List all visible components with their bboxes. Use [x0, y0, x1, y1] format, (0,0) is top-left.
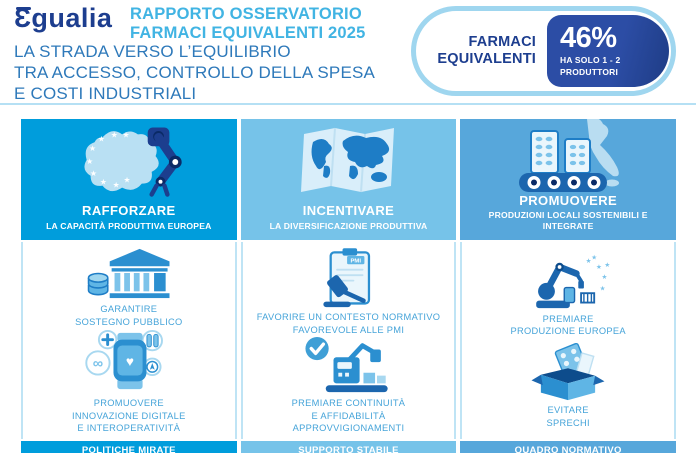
column-header-promuovere: PROMUOVERE PRODUZIONI LOCALI SOSTENIBILI… — [460, 119, 676, 240]
list-item: EVITARE SPRECHI — [523, 343, 613, 429]
item-caption: PROMUOVERE INNOVAZIONE DIGITALE E INTERO… — [72, 398, 186, 434]
column-body-incentivare: PMI FAVORIRE UN CONTESTO NORMATIVO FAVOR… — [240, 242, 457, 439]
item-caption: FAVORIRE UN CONTESTO NORMATIVO FAVOREVOL… — [256, 312, 441, 335]
list-item: ★ ★ ★ ★ ★ ★ PREMIARE PRODUZIONE — [510, 252, 625, 338]
column-subtitle: PRODUZIONI LOCALI SOSTENIBILI E INTEGRAT… — [488, 210, 648, 231]
svg-text:★: ★ — [123, 175, 130, 184]
svg-text:★: ★ — [602, 274, 608, 281]
column-footer-promuovere: QUADRO NORMATIVO COERENTE E PREVEDIBILE — [460, 440, 676, 453]
svg-text:★: ★ — [89, 144, 96, 153]
svg-text:★: ★ — [113, 180, 120, 189]
clipboard-pmi-gavel-icon: PMI — [306, 246, 390, 308]
item-caption: EVITARE SPRECHI — [546, 405, 590, 428]
stat-caption: HA SOLO 1 - 2 PRODUTTORI — [560, 55, 621, 77]
list-item: GARANTIRE SOSTEGNO PUBBLICO — [75, 246, 182, 328]
column-subtitle: LA DIVERSIFICAZIONE PRODUTTIVA — [269, 220, 428, 231]
pillars-grid: ★ ★ ★ ★ ★ ★ ★ ★ ★ RAFFORZARE LA CAPACITÀ PRODU… — [21, 119, 676, 453]
egualia-logo: Ɛgualia — [14, 3, 113, 33]
svg-text:★: ★ — [98, 134, 105, 143]
column-body-promuovere: ★ ★ ★ ★ ★ ★ PREMIARE PRODUZIONE — [460, 242, 676, 439]
open-box-blister-icon — [523, 343, 613, 401]
badge-label: FARMACI EQUIVALENTI — [437, 34, 536, 67]
column-header-incentivare: INCENTIVARE LA DIVERSIFICAZIONE PRODUTTI… — [240, 119, 457, 240]
list-item: PREMIARE CONTINUITÀ E AFFIDABILITÀ APPRO… — [292, 336, 406, 435]
svg-text:PMI: PMI — [351, 258, 362, 264]
item-caption: PREMIARE CONTINUITÀ E AFFIDABILITÀ APPRO… — [291, 398, 406, 434]
item-caption: PREMIARE PRODUZIONE EUROPEA — [510, 313, 626, 337]
report-title: RAPPORTO OSSERVATORIO FARMACI EQUIVALENT… — [130, 5, 366, 42]
column-footer-rafforzare: POLITICHE MIRATE E SELETTIVE — [21, 440, 237, 453]
conveyor-blister-italy-icon — [460, 119, 676, 194]
list-item: PMI FAVORIRE UN CONTESTO NORMATIVO FAVOR… — [257, 246, 441, 336]
column-title: INCENTIVARE — [302, 203, 395, 219]
bank-coins-icon — [83, 246, 175, 300]
svg-text:★: ★ — [586, 258, 592, 265]
world-map-icon — [241, 119, 457, 204]
svg-text:★: ★ — [86, 157, 93, 166]
column-subtitle: LA CAPACITÀ PRODUTTIVA EUROPEA — [46, 220, 212, 231]
column-title: PROMUOVERE — [519, 193, 618, 209]
svg-text:★: ★ — [111, 130, 118, 139]
factory-check-icon — [300, 336, 396, 394]
stat-value: 46% — [560, 22, 617, 55]
svg-text:★: ★ — [90, 168, 97, 177]
list-item: ∞ ♥ PROMUOVERE INNOVAZIONE DIG — [72, 328, 186, 435]
stat-badge: FARMACI EQUIVALENTI 46% HA SOLO 1 - 2 PR… — [411, 6, 676, 96]
column-footer-incentivare: SUPPORTO STABILE ALLE PMI — [240, 440, 457, 453]
page-subtitle: LA STRADA VERSO L’EQUILIBRIO TRA ACCESSO… — [14, 42, 376, 103]
svg-text:♥: ♥ — [126, 354, 134, 369]
svg-text:★: ★ — [100, 177, 107, 186]
svg-text:★: ★ — [591, 254, 597, 261]
column-body-rafforzare: GARANTIRE SOSTEGNO PUBBLICO ∞ — [21, 242, 237, 439]
column-header-rafforzare: ★ ★ ★ ★ ★ ★ ★ ★ ★ RAFFORZARE LA CAPACITÀ PRODU… — [21, 119, 237, 240]
item-caption: GARANTIRE SOSTEGNO PUBBLICO — [75, 304, 183, 327]
robot-arm-stars-icon: ★ ★ ★ ★ ★ ★ — [520, 252, 616, 310]
svg-text:★: ★ — [605, 261, 611, 268]
column-title: RAFFORZARE — [82, 203, 176, 219]
svg-text:★: ★ — [122, 130, 129, 139]
header-divider — [0, 103, 696, 105]
svg-text:∞: ∞ — [93, 356, 103, 372]
smartwatch-health-icon: ∞ ♥ — [83, 328, 175, 394]
svg-text:★: ★ — [596, 263, 602, 270]
svg-text:★: ★ — [600, 285, 606, 292]
europe-map-robot-arm-icon: ★ ★ ★ ★ ★ ★ ★ ★ ★ — [21, 119, 237, 204]
badge-stat-box: 46% HA SOLO 1 - 2 PRODUTTORI — [547, 15, 669, 87]
